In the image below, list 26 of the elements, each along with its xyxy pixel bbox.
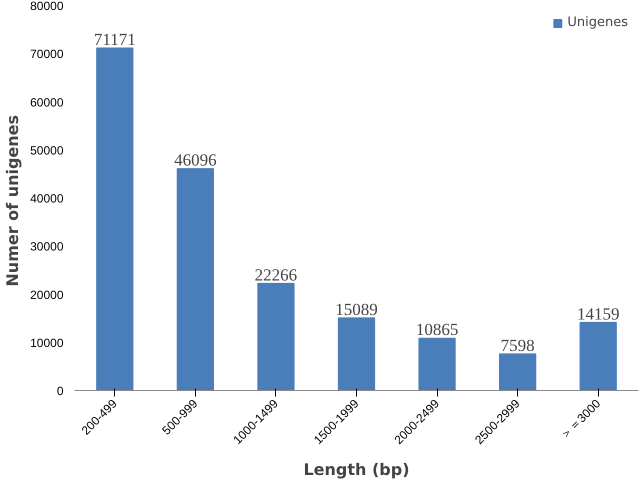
bar [257,282,295,390]
y-tick-label: 40000 [30,192,64,206]
y-tick-label: 20000 [30,288,64,302]
y-tick-label: 70000 [30,47,64,62]
data-label: 7598 [500,336,535,355]
y-tick-label: 10000 [30,336,64,350]
data-label: 71171 [94,30,136,49]
data-label: 14159 [576,304,620,324]
data-label: 46096 [174,150,217,170]
legend-label: Unigenes [567,15,628,30]
bar [580,322,617,390]
y-tick-label: 60000 [30,95,64,110]
bar [338,317,376,390]
y-tick-label: 50000 [30,143,64,158]
data-label: 10865 [416,320,458,340]
data-label: 15089 [335,300,378,319]
bar [499,353,536,390]
y-tick-label: 30000 [30,240,64,254]
bar [418,338,456,390]
bar [96,47,134,390]
y-tick-label: 80000 [30,0,64,13]
y-tick-label: 0 [56,384,64,398]
y-axis-title: Numer of unigenes [3,114,22,287]
x-axis-title: Length (bp) [303,460,410,479]
data-label: 22266 [254,265,298,284]
bar [176,168,214,390]
